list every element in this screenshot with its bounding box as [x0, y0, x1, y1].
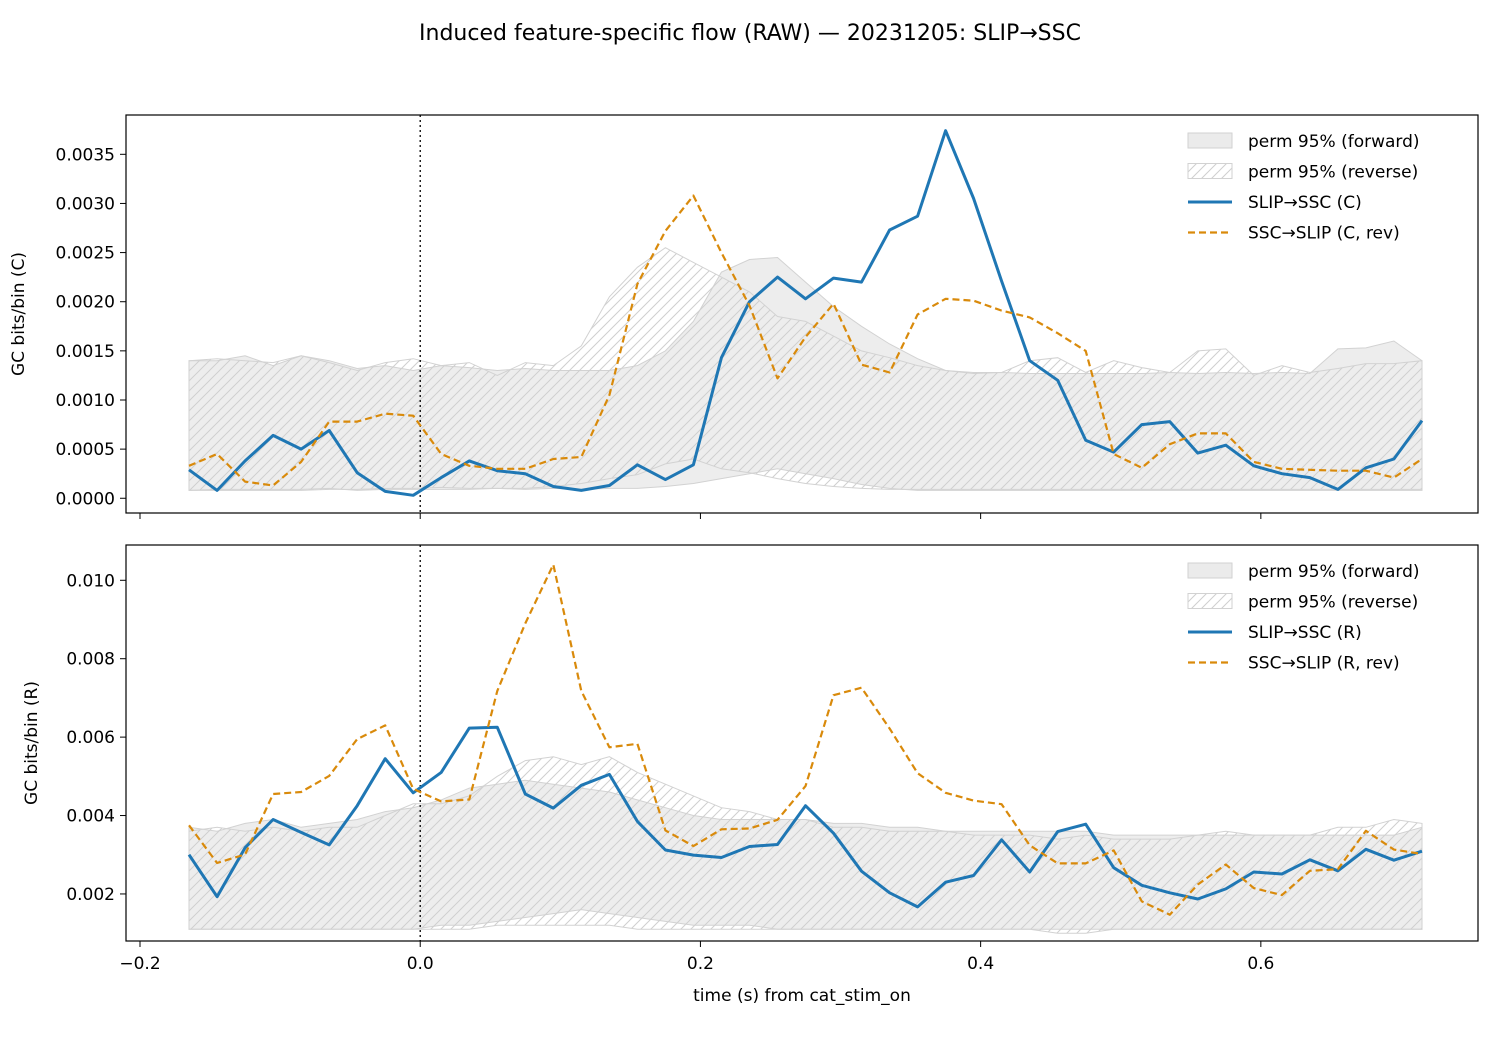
- legend-label: SLIP→SSC (C): [1248, 193, 1362, 213]
- legend-top: perm 95% (forward) perm 95% (reverse) SLIP…: [1187, 132, 1420, 244]
- legend-swatch-reverse-band: [1187, 593, 1233, 609]
- y-tick-label: 0.0030: [56, 194, 115, 214]
- figure-title: Induced feature-specific flow (RAW) — 20…: [419, 21, 1081, 46]
- legend-label: perm 95% (forward): [1248, 132, 1420, 152]
- legend-label: SSC→SLIP (C, rev): [1248, 224, 1400, 244]
- x-axis-label: time (s) from cat_stim_on: [693, 986, 911, 1006]
- legend-bottom: perm 95% (forward) perm 95% (reverse) SLIP…: [1187, 562, 1420, 674]
- series-forward-line-bottom: [187, 725, 1423, 909]
- y-tick-label: 0.0020: [56, 293, 115, 313]
- y-tick-label: 0.004: [66, 807, 115, 827]
- y-axis-label: GC bits/bin (C): [9, 252, 29, 376]
- x-tick-label: 0.4: [967, 954, 994, 974]
- y-tick-label: 0.0035: [56, 145, 115, 165]
- legend-swatch-forward-band: [1187, 562, 1233, 579]
- legend-label: perm 95% (reverse): [1248, 163, 1418, 183]
- panel-bottom: −0.2 0.0 0.2 0.4 0.6 0.002 0.004 0.006 0.008 0.01…: [22, 544, 1479, 974]
- x-tick-label: −0.2: [119, 954, 160, 974]
- plot-area-top: [188, 115, 1424, 513]
- legend-swatch-reverse-band: [1187, 163, 1233, 179]
- series-reverse-line-top: [188, 194, 1423, 487]
- y-tick-label: 0.002: [66, 885, 115, 905]
- y-axis-label: GC bits/bin (R): [22, 681, 42, 805]
- perm-band-reverse-bottom: [188, 756, 1423, 934]
- axes-frame-bottom: [125, 544, 1479, 942]
- x-tick-label: 0.2: [687, 954, 714, 974]
- y-tick-label: 0.0000: [56, 489, 115, 509]
- series-forward-line-top: [188, 129, 1424, 497]
- legend-label: SLIP→SSC (R): [1248, 623, 1362, 643]
- legend-label: perm 95% (reverse): [1248, 593, 1418, 613]
- y-tick-label: 0.0010: [56, 391, 115, 411]
- axes-frame-top: [125, 114, 1479, 514]
- y-tick-label: 0.008: [66, 650, 115, 670]
- series-reverse-line-bottom: [188, 563, 1423, 916]
- y-tick-label: 0.0015: [56, 342, 115, 362]
- y-tick-label: 0.006: [66, 728, 115, 748]
- x-tick-label: 0.0: [407, 954, 434, 974]
- y-tick-label: 0.0005: [56, 440, 115, 460]
- y-tick-label: 0.010: [66, 571, 115, 591]
- legend-swatch-forward-band: [1187, 132, 1233, 149]
- plot-area-bottom: [187, 545, 1423, 941]
- legend-label: perm 95% (forward): [1248, 562, 1420, 582]
- panel-top: 0.0000 0.0005 0.0010 0.0015 0.0020 0.0025 0.00…: [9, 114, 1479, 519]
- perm-band-reverse-top: [188, 247, 1423, 491]
- legend-label: SSC→SLIP (R, rev): [1248, 654, 1400, 674]
- x-tick-label: 0.6: [1247, 954, 1274, 974]
- y-tick-label: 0.0025: [56, 244, 115, 264]
